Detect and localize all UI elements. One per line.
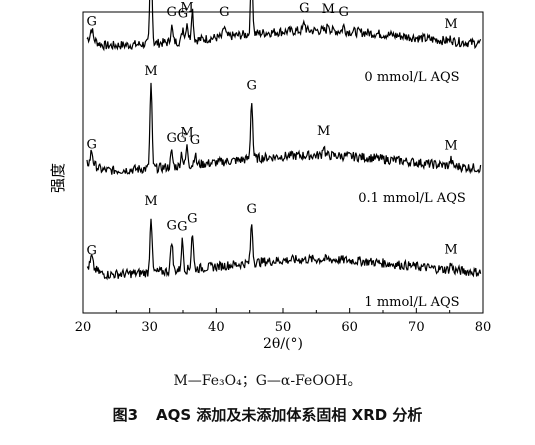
xrd-series-line — [86, 0, 482, 52]
peak-label: M — [322, 2, 335, 17]
series-label: 0.1 mmol/L AQS — [358, 191, 466, 206]
x-tick-label: 80 — [475, 320, 492, 335]
peak-label: G — [86, 137, 96, 152]
peak-label: G — [176, 131, 186, 146]
peak-label: G — [299, 1, 309, 16]
plot-frame — [82, 11, 484, 314]
peak-label: M — [144, 194, 157, 209]
peak-label: G — [187, 211, 197, 226]
xrd-series-line — [86, 218, 482, 281]
x-tick-label: 50 — [275, 320, 292, 335]
peak-label: G — [246, 78, 256, 93]
peak-label: G — [219, 5, 229, 20]
figure-number: 图3 — [112, 406, 139, 424]
peak-label: M — [444, 17, 457, 32]
figure-caption: 图3 AQS 添加及未添加体系固相 XRD 分析 — [0, 404, 535, 425]
xrd-series-line — [86, 82, 482, 176]
x-tick-label: 70 — [408, 320, 425, 335]
peak-label: M — [144, 64, 157, 79]
peak-label: G — [190, 133, 200, 148]
peak-label: M — [444, 243, 457, 258]
peak-label: G — [246, 202, 256, 217]
peak-label: G — [187, 0, 197, 3]
peak-label: M — [444, 139, 457, 154]
x-tick-label: 30 — [141, 320, 158, 335]
series-label: 0 mmol/L AQS — [364, 70, 459, 85]
peak-label: M — [317, 124, 330, 139]
peak-label: G — [86, 15, 96, 30]
x-tick-label: 40 — [208, 320, 225, 335]
phase-legend: M—Fe₃O₄；G—α-FeOOH。 — [173, 373, 362, 389]
x-tick-label: 20 — [75, 320, 92, 335]
caption-text: AQS 添加及未添加体系固相 XRD 分析 — [156, 406, 423, 424]
series-label: 1 mmol/L AQS — [364, 295, 459, 310]
peak-label: M — [180, 1, 193, 16]
peak-label: G — [166, 131, 176, 146]
x-axis-label: 2θ/(°) — [263, 336, 303, 352]
peak-label: G — [166, 5, 176, 20]
x-tick-label: 60 — [341, 320, 358, 335]
peak-label: M — [180, 126, 193, 141]
y-axis-label: 强度 — [49, 163, 67, 193]
peak-label: G — [177, 220, 187, 235]
peak-label: G — [166, 218, 176, 233]
axes: 20 30 40 50 60 70 80 — [75, 11, 492, 335]
peak-label: G — [86, 243, 96, 258]
peak-label: G — [178, 6, 188, 21]
